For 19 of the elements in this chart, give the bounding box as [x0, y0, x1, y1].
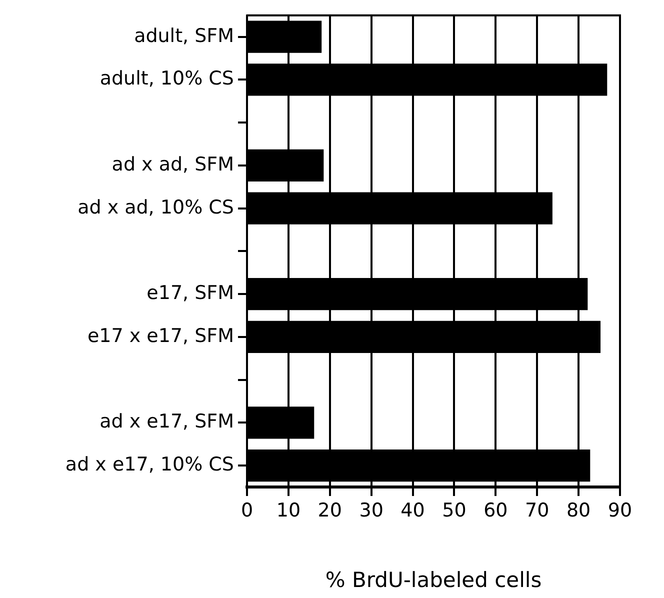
x-tick-label: 70 [525, 499, 550, 522]
y-tick-label: adult, 10% CS [100, 68, 234, 90]
x-tick-label: 20 [318, 499, 342, 522]
x-tick-label: 60 [484, 499, 508, 522]
y-tick-label: ad x ad, SFM [112, 153, 234, 176]
x-tick-label: 10 [276, 499, 301, 522]
x-tick-label: 50 [442, 499, 466, 522]
x-tick-label: 90 [608, 499, 632, 522]
y-tick-label: e17, SFM [146, 282, 234, 304]
x-axis-title: % BrdU-labeled cells [325, 568, 542, 592]
x-tick-label: 40 [400, 499, 425, 522]
y-tick-label: ad x ad, 10% CS [78, 196, 234, 218]
x-tick-label: 80 [566, 499, 591, 522]
x-tick-label: 30 [359, 499, 384, 522]
x-tick-label: 0 [240, 499, 254, 522]
y-tick-label: adult, SFM [134, 24, 234, 47]
y-tick-label: e17 x e17, SFM [87, 324, 234, 347]
y-tick-label: ad x e17, SFM [100, 410, 234, 433]
y-tick-label: ad x e17, 10% CS [65, 454, 234, 476]
